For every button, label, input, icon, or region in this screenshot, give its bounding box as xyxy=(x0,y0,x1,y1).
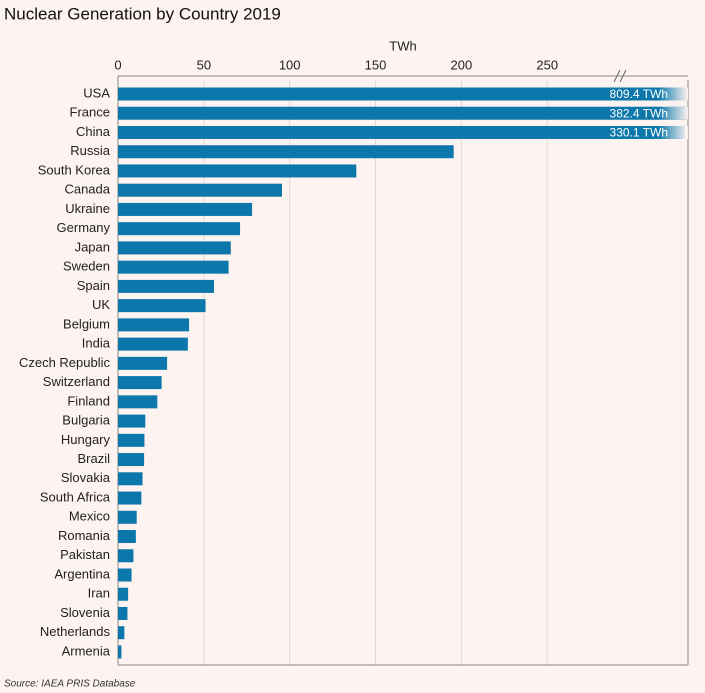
bar xyxy=(118,433,145,447)
y-tick-label: Switzerland xyxy=(43,374,110,389)
bar xyxy=(118,145,454,159)
x-tick-label: 50 xyxy=(197,57,211,72)
y-tick-label: Brazil xyxy=(77,451,110,466)
y-tick-label: Russia xyxy=(70,143,111,158)
bar xyxy=(118,356,168,370)
bar xyxy=(118,414,146,428)
axis-break xyxy=(613,69,627,83)
x-tick-label: 0 xyxy=(114,57,121,72)
bar xyxy=(118,125,685,139)
bar xyxy=(118,587,129,601)
y-tick-label: Spain xyxy=(77,278,110,293)
y-tick-label: Finland xyxy=(67,393,110,408)
bar xyxy=(118,299,206,313)
y-tick-label: Mexico xyxy=(69,509,110,524)
y-tick-label: Netherlands xyxy=(40,624,111,639)
bar xyxy=(118,530,136,544)
bar xyxy=(118,626,125,640)
value-label: 330.1 TWh xyxy=(610,126,668,140)
bar xyxy=(118,453,145,467)
bar xyxy=(118,337,188,351)
bar xyxy=(118,510,137,524)
y-tick-label: Pakistan xyxy=(60,547,110,562)
bar xyxy=(118,87,688,101)
y-tick-label: Germany xyxy=(57,220,111,235)
bar xyxy=(118,318,190,332)
y-tick-label: India xyxy=(82,336,111,351)
source: Source: IAEA PRIS Database xyxy=(4,679,136,690)
bar xyxy=(118,164,357,178)
bar xyxy=(118,568,132,582)
bar-fade xyxy=(658,125,688,139)
value-label: 809.4 TWh xyxy=(610,87,668,101)
y-tick-label: Ukraine xyxy=(65,201,110,216)
bar xyxy=(118,395,158,409)
bar xyxy=(118,549,134,563)
bar xyxy=(118,183,282,197)
y-tick-label: China xyxy=(76,124,111,139)
y-tick-label: Canada xyxy=(64,182,110,197)
bar xyxy=(118,472,143,486)
bar xyxy=(118,202,253,216)
bar xyxy=(118,491,142,505)
y-tick-label: USA xyxy=(83,85,110,100)
bars xyxy=(118,87,688,659)
y-tick-label: Japan xyxy=(75,239,110,254)
axis-label: TWh xyxy=(389,38,416,53)
x-tick-label: 150 xyxy=(365,57,387,72)
y-tick-label: Argentina xyxy=(54,566,110,581)
bar xyxy=(118,645,122,659)
y-tick-label: Armenia xyxy=(62,643,111,658)
bar xyxy=(118,279,214,293)
y-tick-label: France xyxy=(70,105,110,120)
y-tick-label: Belgium xyxy=(63,316,110,331)
x-tick-label: 100 xyxy=(279,57,301,72)
bar xyxy=(118,241,231,255)
bar xyxy=(118,606,128,620)
y-tick-label: Iran xyxy=(88,586,110,601)
y-tick-label: South Korea xyxy=(38,162,111,177)
x-tick-label: 250 xyxy=(536,57,558,72)
y-tick-label: South Africa xyxy=(40,489,111,504)
y-tick-label: Slovenia xyxy=(60,605,111,620)
y-tick-label: Bulgaria xyxy=(62,413,110,428)
y-tick-label: Hungary xyxy=(61,432,111,447)
x-tick-label: 200 xyxy=(451,57,473,72)
bar xyxy=(118,260,229,274)
y-tick-label: Czech Republic xyxy=(19,355,111,370)
bar xyxy=(118,106,688,120)
y-tick-label: UK xyxy=(92,297,110,312)
chart-title: Nuclear Generation by Country 2019 xyxy=(4,4,281,23)
bar-fade xyxy=(658,87,688,101)
bar xyxy=(118,222,241,236)
y-tick-label: Slovakia xyxy=(61,470,111,485)
value-label: 382.4 TWh xyxy=(610,106,668,120)
bar-fade xyxy=(658,106,688,120)
bar xyxy=(118,376,162,390)
y-tick-label: Romania xyxy=(58,528,111,543)
y-tick-label: Sweden xyxy=(63,259,110,274)
